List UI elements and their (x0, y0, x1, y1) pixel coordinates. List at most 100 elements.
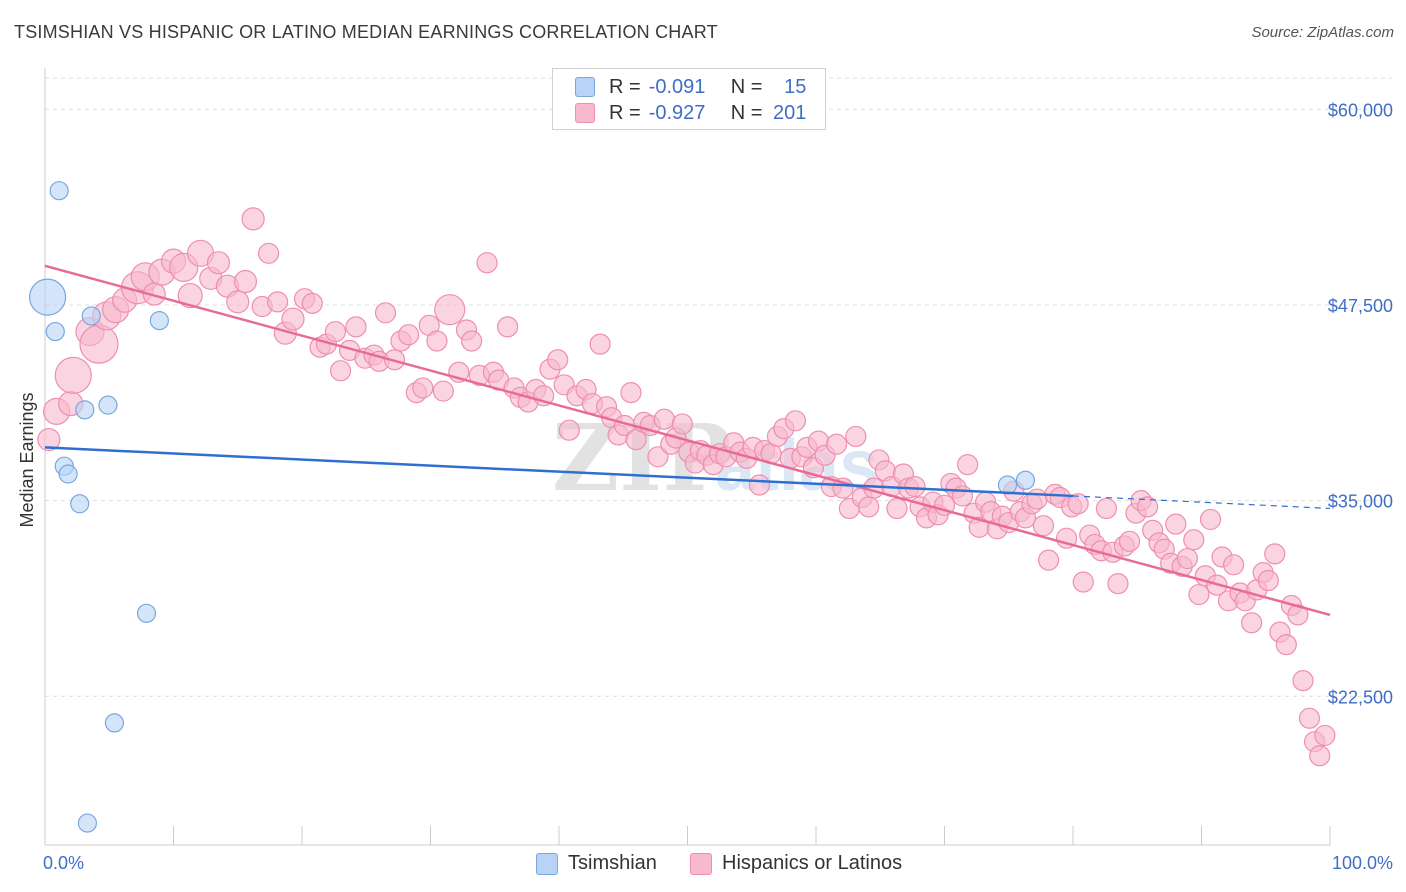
hispanic-point (476, 252, 498, 274)
y-tick-label: $35,000 (1328, 492, 1393, 512)
hispanic-point (324, 320, 347, 343)
hispanic-point (345, 316, 367, 338)
hispanic-point (257, 242, 280, 264)
hispanic-point (1257, 569, 1279, 592)
tsimshian-point (28, 278, 67, 316)
r-label: R = (609, 101, 641, 124)
hispanic-point (1292, 670, 1314, 692)
r-value-tsimshian: -0.091 (648, 75, 706, 98)
hispanic-point (1199, 508, 1222, 531)
tsimshian-swatch (575, 77, 595, 97)
hispanic-point (461, 330, 483, 352)
hispanic-point (845, 425, 867, 448)
hispanic-point (589, 333, 611, 355)
hispanic-point (1095, 497, 1118, 520)
correlation-legend: R = -0.091 N = 15 R = -0.927 N = 201 (552, 68, 826, 130)
hispanic-point (825, 433, 848, 455)
hispanic-point (620, 382, 642, 404)
tsimshian-trend-line (44, 446, 1074, 498)
y-tick-label: $47,500 (1328, 296, 1393, 316)
hispanic-point (647, 446, 669, 468)
hispanic-trend-line (44, 264, 1331, 617)
x-tick-label-start: 0.0% (43, 853, 84, 873)
hispanic-point (1309, 745, 1331, 767)
hispanic-point (1136, 496, 1159, 518)
y-tick-label: $60,000 (1328, 100, 1393, 120)
hispanic-point (951, 485, 974, 507)
tsimshian-point (75, 400, 95, 420)
tsimshian-point (49, 181, 69, 201)
hispanic-point (54, 356, 92, 395)
tsimshian-point (149, 311, 169, 331)
tsimshian-point (104, 713, 124, 733)
tsimshian-trend-extension (1072, 495, 1331, 510)
hispanic-point (177, 282, 203, 309)
chart-title: TSIMSHIAN VS HISPANIC OR LATINO MEDIAN E… (14, 22, 718, 42)
trend-lines (44, 264, 1331, 617)
hispanic-point (547, 349, 569, 371)
hispanic-point (1223, 554, 1245, 576)
y-tick-label: $22,500 (1328, 687, 1393, 707)
n-label: N = (730, 101, 763, 124)
axes (44, 68, 1331, 846)
hispanic-legend-swatch (690, 852, 712, 875)
hispanic-point (1067, 493, 1089, 515)
hispanic-point (266, 291, 289, 313)
hispanic-legend-label: Hispanics or Latinos (722, 852, 903, 874)
hispanic-point (1072, 571, 1094, 593)
hispanic-point (748, 474, 771, 496)
hispanic-point (1314, 724, 1336, 747)
hispanic-point (858, 496, 880, 518)
tsimshian-point (58, 464, 78, 484)
hispanic-point (241, 207, 265, 231)
hispanic-point (1188, 583, 1210, 606)
hispanic-point (412, 377, 434, 399)
hispanic-point (671, 413, 693, 435)
hispanic-point (329, 360, 352, 382)
source-credit: Source: ZipAtlas.com (1251, 24, 1394, 41)
hispanic-point (301, 292, 323, 315)
bottom-legend-tsimshian: Tsimshian (536, 852, 657, 875)
hispanic-point (398, 324, 420, 346)
hispanic-point (1241, 612, 1263, 634)
hispanic-point (653, 408, 675, 430)
tsimshian-legend-swatch (536, 852, 558, 875)
hispanic-point (226, 290, 250, 314)
tick-labels: $22,500 $35,000 $47,500 $60,000 0.0% 100.0% (43, 100, 1393, 873)
hispanic-point (784, 410, 807, 432)
hispanic-point (233, 269, 258, 294)
hispanic-point (1118, 530, 1141, 552)
hispanic-swatch (575, 103, 595, 123)
n-value-hispanic: 201 (773, 101, 807, 124)
hispanic-point (957, 454, 979, 476)
tsimshian-point (136, 603, 157, 623)
data-points (28, 181, 1336, 833)
hispanic-point (281, 307, 305, 331)
legend-row-tsimshian: R = -0.091 N = 15 (575, 74, 806, 100)
tsimshian-point (81, 306, 101, 326)
hispanic-point (1298, 707, 1321, 729)
tsimshian-point (70, 494, 90, 514)
legend-row-hispanic: R = -0.927 N = 201 (575, 100, 806, 126)
hispanic-point (37, 427, 61, 452)
hispanic-point (1032, 515, 1055, 537)
tsimshian-point (98, 395, 118, 415)
hispanic-point (558, 419, 580, 441)
tsimshian-point (1015, 470, 1036, 490)
tsimshian-point (997, 475, 1018, 495)
tsimshian-legend-label: Tsimshian (568, 852, 657, 874)
hispanic-point (1026, 488, 1048, 510)
hispanic-point (206, 251, 231, 275)
hispanic-point (432, 380, 454, 402)
hispanic-point (1165, 513, 1187, 535)
hispanic-point (1275, 634, 1297, 656)
hispanic-point (1107, 572, 1129, 595)
hispanic-point (1264, 543, 1286, 565)
tsimshian-point (45, 321, 65, 342)
n-value-tsimshian: 15 (784, 75, 807, 98)
bottom-legend-hispanic: Hispanics or Latinos (690, 852, 902, 875)
hispanic-point (1176, 547, 1198, 570)
tsimshian-point (77, 813, 98, 833)
hispanic-point (904, 475, 926, 498)
